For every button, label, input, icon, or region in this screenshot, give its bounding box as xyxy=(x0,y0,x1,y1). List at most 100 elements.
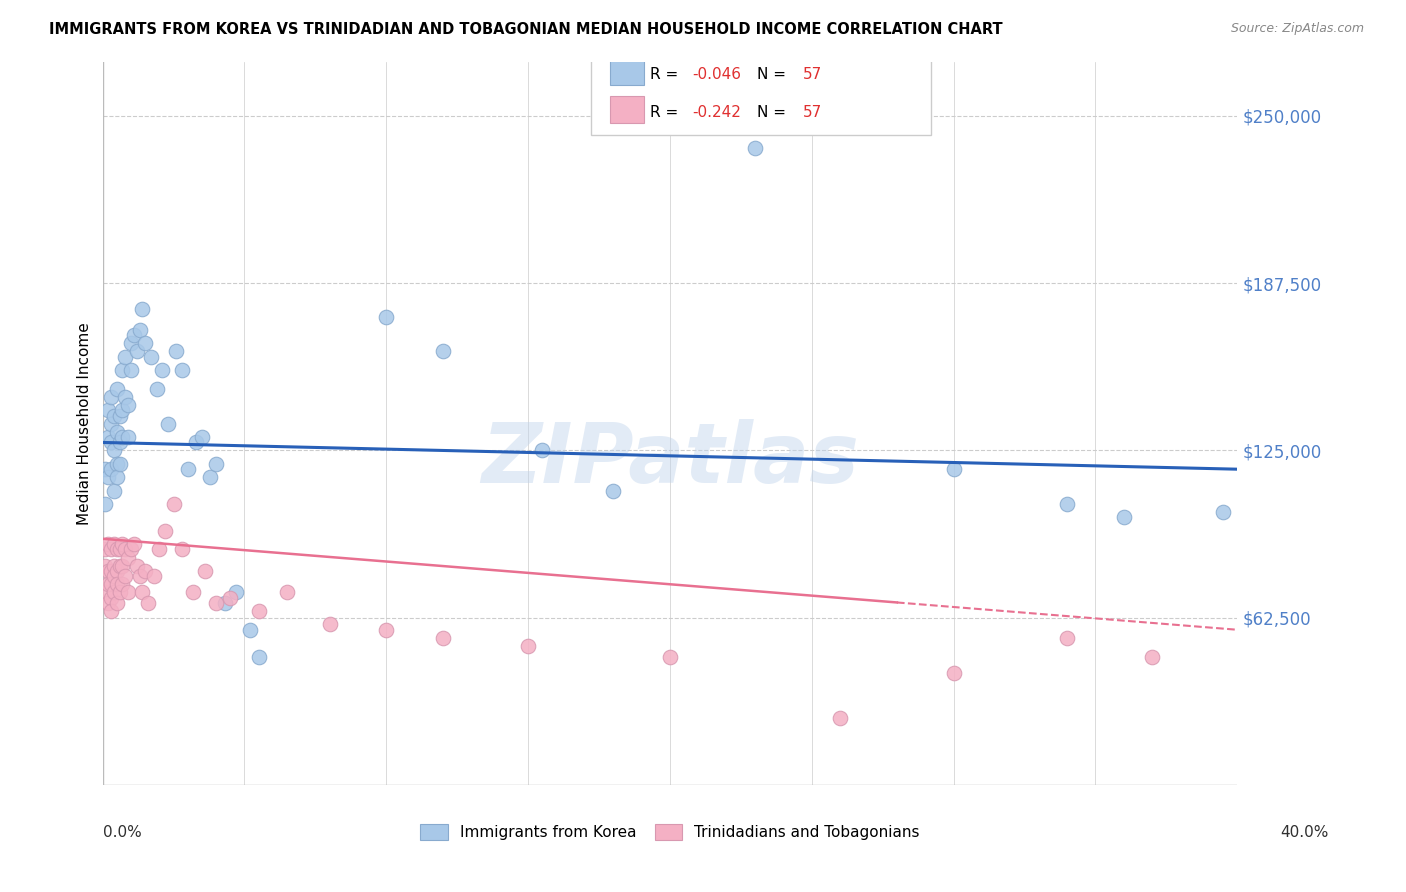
Point xyxy=(105,425,128,439)
Point xyxy=(219,591,242,605)
Point xyxy=(744,141,766,155)
Point xyxy=(117,585,139,599)
Point xyxy=(145,382,167,396)
Text: -0.046: -0.046 xyxy=(693,67,741,82)
Point xyxy=(122,537,145,551)
Point xyxy=(153,524,176,538)
Point xyxy=(105,542,128,557)
Point xyxy=(100,435,122,450)
Point xyxy=(97,430,120,444)
Point xyxy=(117,398,139,412)
Text: R =: R = xyxy=(650,67,683,82)
Point xyxy=(136,596,159,610)
Point xyxy=(375,310,398,324)
Text: 57: 57 xyxy=(803,67,823,82)
Text: -0.242: -0.242 xyxy=(693,104,741,120)
Point xyxy=(205,596,228,610)
Point xyxy=(94,497,117,511)
Point xyxy=(103,585,125,599)
Point xyxy=(191,430,214,444)
Point xyxy=(114,569,136,583)
Point xyxy=(105,382,128,396)
Point xyxy=(162,497,184,511)
Point xyxy=(120,363,142,377)
Point xyxy=(105,577,128,591)
Point xyxy=(142,569,165,583)
Text: Source: ZipAtlas.com: Source: ZipAtlas.com xyxy=(1230,22,1364,36)
Point xyxy=(114,350,136,364)
Point xyxy=(1140,649,1163,664)
Point xyxy=(128,569,150,583)
Point xyxy=(97,564,120,578)
Point xyxy=(105,564,128,578)
Point xyxy=(105,457,128,471)
Point xyxy=(117,430,139,444)
Point xyxy=(111,577,134,591)
Point xyxy=(128,323,150,337)
Point xyxy=(186,435,208,450)
FancyBboxPatch shape xyxy=(610,58,644,86)
Text: N =: N = xyxy=(758,104,792,120)
Point xyxy=(239,623,262,637)
FancyBboxPatch shape xyxy=(591,52,931,135)
Point xyxy=(114,390,136,404)
Point xyxy=(1212,505,1234,519)
Point xyxy=(150,363,173,377)
Point xyxy=(97,537,120,551)
Point xyxy=(165,344,187,359)
Point xyxy=(100,604,122,618)
Point xyxy=(148,542,170,557)
Point xyxy=(942,665,965,680)
Legend: Immigrants from Korea, Trinidadians and Tobagonians: Immigrants from Korea, Trinidadians and … xyxy=(413,818,927,846)
Point xyxy=(1056,631,1078,645)
Point xyxy=(103,483,125,498)
Point xyxy=(108,542,131,557)
Point xyxy=(97,596,120,610)
Point xyxy=(1056,497,1078,511)
Point xyxy=(100,577,122,591)
Point xyxy=(432,631,454,645)
Point xyxy=(225,585,247,599)
Point xyxy=(103,558,125,573)
Point xyxy=(108,457,131,471)
Text: 0.0%: 0.0% xyxy=(103,825,142,839)
Point xyxy=(120,336,142,351)
Point xyxy=(830,711,852,725)
Point xyxy=(131,585,153,599)
Point xyxy=(114,542,136,557)
Point xyxy=(94,585,117,599)
Point xyxy=(105,596,128,610)
Text: 40.0%: 40.0% xyxy=(1281,825,1329,839)
Point xyxy=(125,558,148,573)
Point xyxy=(318,617,340,632)
Point xyxy=(100,462,122,476)
Point xyxy=(205,457,228,471)
Point xyxy=(1112,510,1135,524)
Text: 57: 57 xyxy=(803,104,823,120)
Point xyxy=(134,336,156,351)
Point xyxy=(108,558,131,573)
Point xyxy=(100,564,122,578)
Point xyxy=(200,470,222,484)
Point xyxy=(517,639,540,653)
Point xyxy=(103,537,125,551)
Point xyxy=(247,649,270,664)
Point xyxy=(111,403,134,417)
Point xyxy=(108,435,131,450)
Point xyxy=(108,585,131,599)
Point xyxy=(100,542,122,557)
Point xyxy=(117,550,139,565)
Point xyxy=(103,409,125,423)
Point xyxy=(97,577,120,591)
Point xyxy=(125,344,148,359)
Point xyxy=(432,344,454,359)
Point xyxy=(214,596,236,610)
Point xyxy=(100,417,122,431)
Point xyxy=(659,649,682,664)
Point xyxy=(375,623,398,637)
Point xyxy=(139,350,162,364)
Point xyxy=(94,542,117,557)
Point xyxy=(156,417,179,431)
Point xyxy=(111,363,134,377)
Point xyxy=(134,564,156,578)
